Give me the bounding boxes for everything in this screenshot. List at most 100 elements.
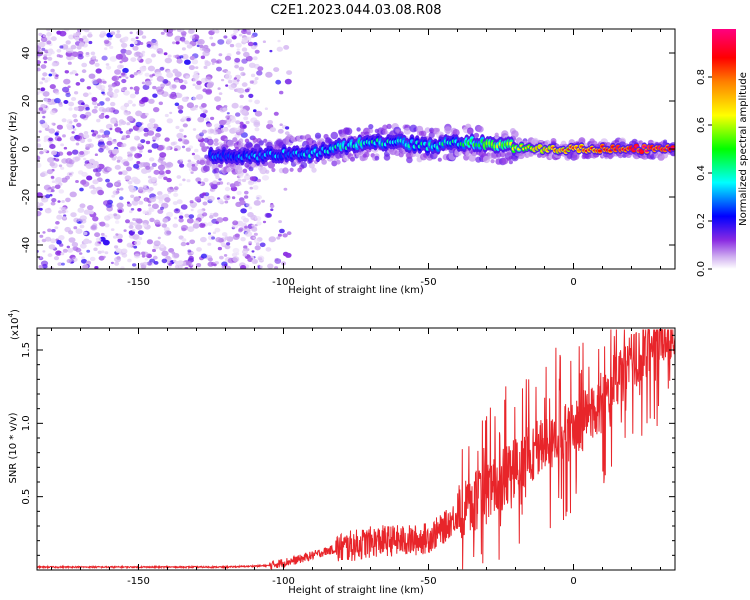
noise-blob	[181, 96, 189, 103]
ridge-halo	[467, 128, 474, 135]
noise-blob	[234, 64, 240, 69]
noise-blob	[126, 122, 131, 126]
noise-blob	[189, 34, 195, 39]
noise-blob	[144, 72, 150, 77]
noise-blob	[100, 232, 105, 236]
noise-blob	[41, 47, 46, 52]
noise-blob	[76, 105, 85, 112]
noise-blob	[248, 93, 254, 98]
noise-blob	[217, 198, 224, 204]
noise-blob	[68, 237, 76, 243]
noise-blob	[38, 32, 43, 37]
noise-blob	[194, 148, 199, 153]
noise-blob	[104, 114, 110, 119]
noise-blob	[171, 251, 176, 255]
noise-blob	[104, 223, 110, 228]
ridge-halo	[265, 169, 270, 174]
noise-blob	[180, 84, 187, 90]
noise-blob	[115, 33, 122, 39]
noise-blob	[97, 250, 102, 254]
noise-blob	[119, 187, 124, 191]
noise-blob	[65, 40, 71, 45]
noise-blob	[37, 240, 40, 243]
noise-blob	[226, 70, 231, 75]
noise-blob	[181, 227, 187, 232]
noise-blob	[165, 146, 170, 151]
noise-blob	[71, 51, 79, 58]
noise-blob	[85, 150, 91, 155]
noise-blob	[46, 32, 52, 37]
noise-blob	[62, 248, 68, 253]
noise-blob	[71, 97, 77, 101]
noise-blob	[277, 39, 281, 43]
noise-blob	[137, 57, 141, 61]
noise-blob	[219, 255, 224, 260]
noise-blob	[147, 130, 155, 136]
noise-blob	[85, 163, 93, 169]
noise-blob	[126, 134, 130, 139]
noise-blob	[109, 127, 113, 131]
noise-blob	[83, 238, 90, 245]
ridge-halo	[201, 145, 208, 152]
noise-blob	[238, 66, 245, 72]
noise-blob	[256, 221, 262, 226]
noise-blob	[65, 47, 74, 54]
noise-blob	[135, 121, 142, 127]
noise-blob	[239, 105, 244, 109]
noise-blob	[181, 116, 187, 121]
noise-blob	[145, 112, 149, 116]
noise-blob	[37, 138, 41, 142]
noise-blob	[123, 102, 130, 108]
noise-blob	[115, 220, 120, 224]
noise-blob	[234, 233, 240, 238]
noise-blob	[135, 218, 143, 224]
noise-blob	[259, 242, 266, 248]
y-tick-label: 0	[21, 146, 32, 152]
noise-blob	[224, 236, 230, 240]
noise-blob	[55, 221, 60, 225]
noise-blob	[42, 231, 46, 234]
ridge-halo	[382, 124, 388, 131]
noise-blob	[141, 251, 146, 256]
noise-blob	[88, 158, 96, 164]
noise-blob	[56, 54, 61, 58]
noise-blob	[197, 181, 202, 184]
noise-blob	[103, 39, 110, 44]
noise-blob	[48, 73, 53, 77]
noise-blob	[106, 182, 114, 188]
ridge-halo	[282, 167, 289, 174]
noise-blob	[274, 67, 280, 72]
ridge-halo	[244, 162, 250, 168]
noise-blob	[204, 76, 212, 82]
noise-blob	[110, 101, 116, 107]
noise-blob	[115, 248, 122, 253]
noise-blob	[225, 265, 232, 269]
noise-blob	[282, 251, 289, 257]
noise-blob	[54, 226, 59, 230]
noise-blob	[164, 230, 172, 236]
noise-blob	[242, 29, 247, 32]
noise-blob	[153, 169, 160, 175]
noise-blob	[95, 237, 102, 242]
noise-blob	[274, 258, 282, 264]
ridge-halo	[314, 132, 322, 139]
noise-blob	[102, 255, 106, 259]
noise-blob	[130, 194, 135, 198]
noise-blob	[285, 126, 290, 130]
noise-blob	[194, 84, 202, 90]
noise-blob	[202, 47, 206, 51]
ridge-halo	[406, 156, 413, 164]
noise-blob	[147, 127, 151, 130]
noise-blob	[71, 131, 75, 134]
noise-blob	[68, 34, 75, 40]
noise-blob	[243, 248, 247, 251]
noise-blob	[120, 48, 127, 54]
noise-blob	[57, 262, 63, 266]
noise-blob	[80, 243, 87, 249]
noise-blob	[116, 30, 121, 33]
noise-blob	[62, 86, 70, 93]
noise-blob	[40, 64, 47, 69]
ridge-halo	[435, 127, 440, 133]
noise-blob	[235, 42, 242, 48]
noise-blob	[99, 129, 105, 133]
